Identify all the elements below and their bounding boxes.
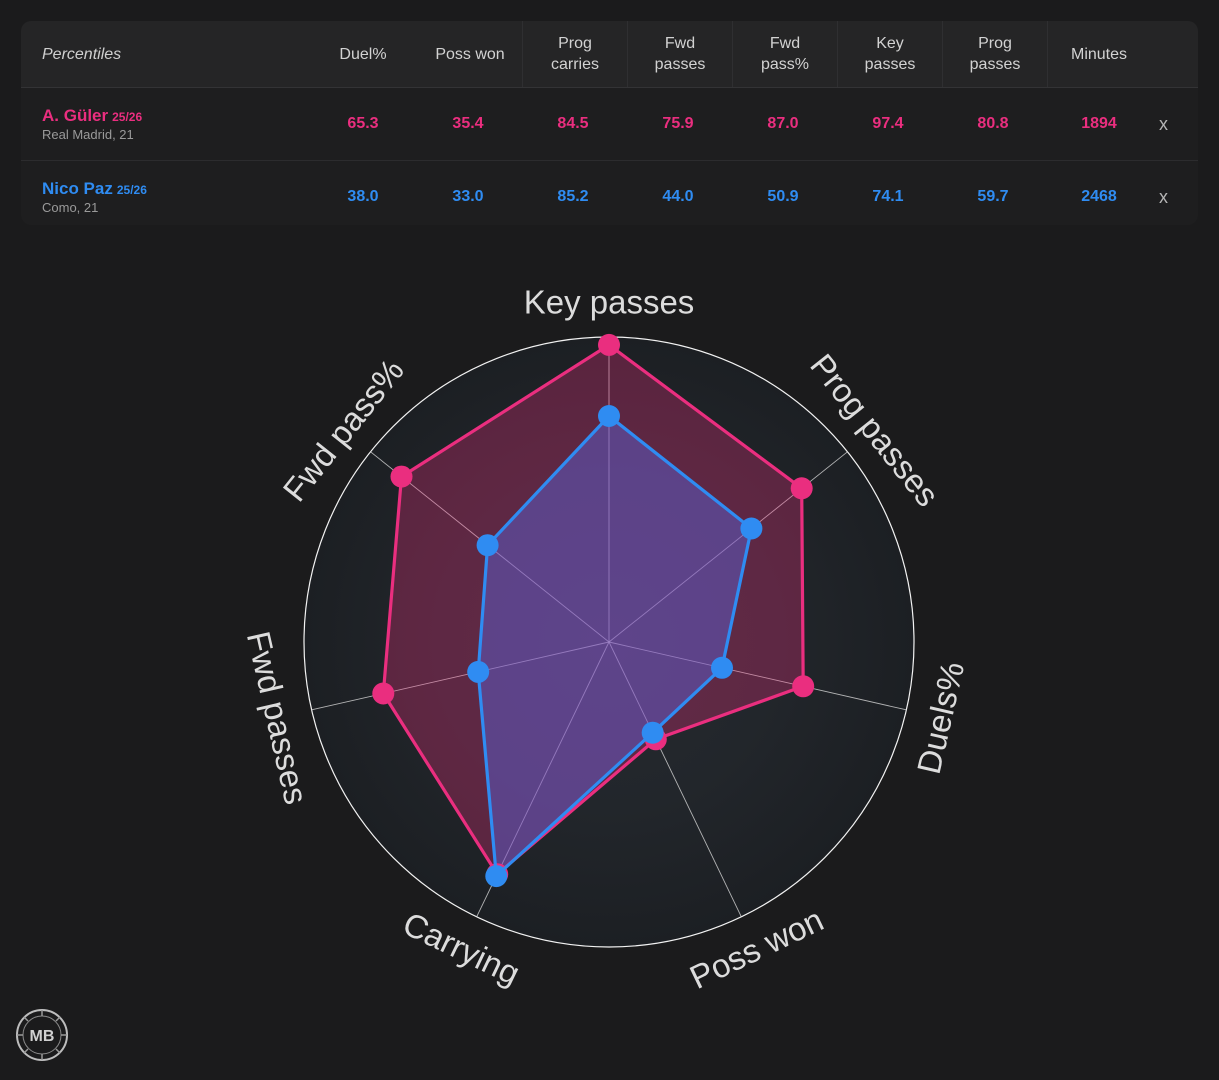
value-cell: 74.1 (872, 188, 904, 205)
mb-logo: MB (16, 1009, 68, 1061)
col-header-minutes[interactable]: Minutes (1049, 21, 1149, 87)
col-header-label: Prog passes (969, 35, 1021, 73)
table-row-paz: Nico Paz 25/26 Como, 21 38.0 33.0 85.2 44… (21, 161, 1198, 233)
percentiles-table: Percentiles Duel% Poss won Prog carries F… (21, 21, 1198, 225)
series-point-1-5 (467, 660, 490, 683)
col-header-label: Minutes (1070, 45, 1128, 63)
col-header-label: Fwd passes (654, 35, 706, 73)
series-point-1-6 (476, 534, 499, 557)
value-cell: 59.7 (977, 188, 1009, 205)
col-header-label: Prog carries (550, 35, 599, 73)
value-cell: 38.0 (347, 188, 379, 205)
col-header-key-passes[interactable]: Key passes (838, 21, 943, 87)
series-line-0 (381, 343, 805, 876)
series-point-1-1 (740, 517, 763, 540)
series-point-1-0 (598, 405, 620, 427)
radar-spoke-3 (608, 641, 742, 917)
player-season: 25/26 (112, 110, 143, 124)
value-cell: 50.9 (767, 188, 799, 205)
player-team: Real Madrid, 21 (42, 127, 134, 142)
value-cell: 33.0 (452, 188, 484, 205)
table-row-guler: A. Güler 25/26 Real Madrid, 21 65.3 35.4 … (21, 88, 1198, 161)
percentiles-header: Percentiles (42, 45, 122, 63)
col-header-label: Fwd pass% (760, 35, 810, 73)
value-cell: 75.9 (662, 115, 694, 132)
series-point-0-2 (792, 675, 815, 698)
series-point-0-0 (598, 333, 620, 356)
series-point-1-3 (641, 721, 664, 744)
radar-spoke-5 (311, 641, 610, 711)
series-line-1 (476, 414, 754, 878)
remove-player-button[interactable]: x (1159, 186, 1168, 207)
remove-player-button[interactable]: x (1159, 113, 1168, 134)
series-point-1-4 (485, 865, 508, 888)
value-cell: 65.3 (347, 115, 379, 132)
value-cell: 85.2 (557, 188, 589, 205)
player-team: Como, 21 (42, 200, 99, 215)
player-name[interactable]: A. Güler 25/26 (42, 106, 143, 125)
value-cell: 84.5 (557, 115, 589, 132)
col-header-prog-carries[interactable]: Prog carries (523, 21, 628, 87)
series-area-1 (478, 416, 752, 877)
value-cell: 97.4 (872, 115, 904, 132)
axis-label-2: Duels% (910, 658, 971, 777)
value-cell: 35.4 (452, 115, 484, 132)
radar-spoke-2 (608, 641, 907, 711)
logo-text: MB (30, 1028, 55, 1045)
value-cell: 44.0 (662, 188, 694, 205)
value-cell: 87.0 (767, 115, 799, 132)
value-cell: 80.8 (977, 115, 1009, 132)
series-point-0-1 (790, 477, 813, 500)
col-header-label: Duel% (339, 45, 387, 63)
col-header-fwd-passes[interactable]: Fwd passes (628, 21, 733, 87)
value-cell: 2468 (1081, 188, 1117, 205)
player-name[interactable]: Nico Paz 25/26 (42, 179, 147, 198)
table-header: Percentiles Duel% Poss won Prog carries F… (21, 21, 1198, 88)
col-header-poss-won[interactable]: Poss won (418, 21, 523, 87)
col-header-duel[interactable]: Duel% (313, 21, 413, 87)
series-point-0-5 (372, 682, 395, 705)
series-point-1-2 (711, 656, 733, 679)
value-cell: 1894 (1081, 115, 1117, 132)
series-area-0 (383, 344, 804, 875)
axis-label-0: Key passes (524, 284, 695, 321)
col-header-label: Key passes (864, 35, 916, 73)
series-point-0-6 (390, 465, 413, 488)
player-season: 25/26 (116, 183, 147, 197)
col-header-prog-passes[interactable]: Prog passes (943, 21, 1048, 87)
col-header-label: Poss won (435, 45, 505, 63)
col-header-fwd-pass-pct[interactable]: Fwd pass% (733, 21, 838, 87)
